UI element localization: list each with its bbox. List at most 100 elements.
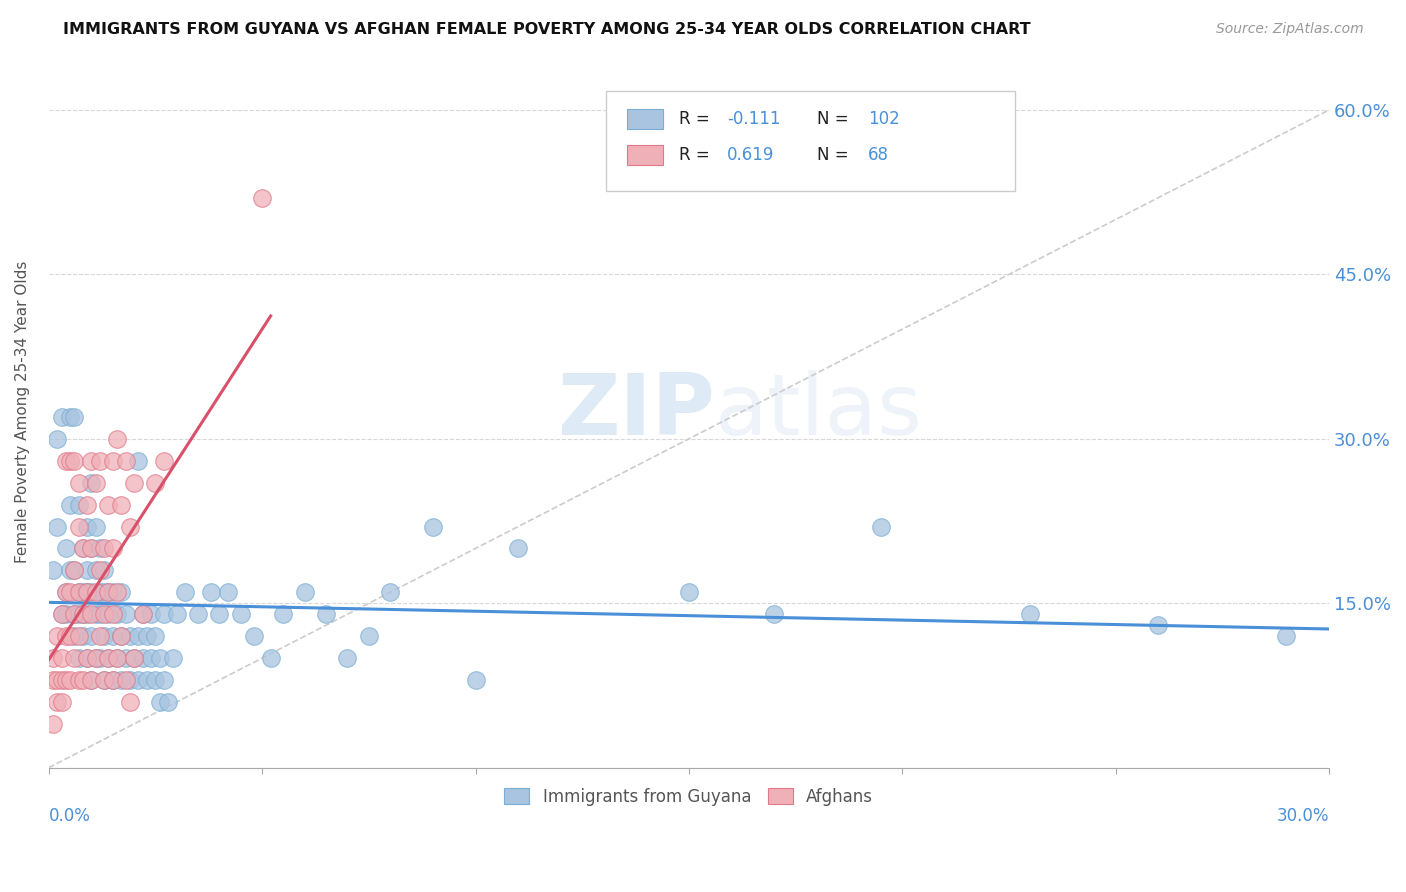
Point [101, 673, 124, 687]
Point [1275, 629, 1298, 643]
Point [105, 585, 128, 599]
Point [118, 695, 141, 709]
Point [250, 191, 273, 205]
Point [67, 607, 90, 622]
Point [135, 673, 157, 687]
Point [89, 563, 111, 577]
Point [229, 607, 252, 622]
Text: R =: R = [679, 111, 714, 128]
Point [72, 629, 94, 643]
Point [84, 651, 107, 665]
Point [55, 673, 77, 687]
Point [42, 563, 65, 577]
Point [153, 607, 176, 622]
Point [63, 563, 86, 577]
Point [122, 651, 145, 665]
Point [67, 498, 90, 512]
Point [80, 541, 103, 556]
Point [55, 629, 77, 643]
Point [55, 585, 77, 599]
Point [93, 607, 115, 622]
Point [110, 629, 132, 643]
Point [63, 409, 86, 424]
FancyBboxPatch shape [606, 91, 1015, 191]
Point [101, 454, 124, 468]
Point [84, 607, 107, 622]
Point [101, 585, 124, 599]
Point [93, 563, 115, 577]
Point [378, 585, 401, 599]
Point [46, 519, 69, 533]
Point [174, 585, 197, 599]
Point [76, 563, 98, 577]
Text: ZIP: ZIP [557, 370, 714, 453]
Point [135, 629, 157, 643]
Text: -0.111: -0.111 [727, 111, 780, 128]
Point [84, 475, 107, 490]
Point [93, 673, 115, 687]
Point [101, 673, 124, 687]
Point [59, 498, 82, 512]
Point [72, 541, 94, 556]
Point [114, 673, 136, 687]
Point [59, 673, 82, 687]
Point [217, 585, 239, 599]
Point [51, 651, 73, 665]
Point [114, 607, 136, 622]
Point [122, 475, 145, 490]
Point [1147, 618, 1170, 632]
Point [67, 585, 90, 599]
Point [127, 673, 149, 687]
Point [145, 629, 167, 643]
Point [51, 607, 73, 622]
Point [870, 519, 893, 533]
Point [59, 454, 82, 468]
Point [84, 651, 107, 665]
Point [464, 673, 486, 687]
Point [59, 409, 82, 424]
Text: 68: 68 [868, 146, 889, 164]
Text: Source: ZipAtlas.com: Source: ZipAtlas.com [1216, 22, 1364, 37]
Point [141, 607, 163, 622]
Point [105, 651, 128, 665]
Point [72, 541, 94, 556]
Point [110, 629, 132, 643]
Point [101, 607, 124, 622]
Point [84, 563, 107, 577]
Point [55, 541, 77, 556]
Point [59, 563, 82, 577]
Point [67, 629, 90, 643]
Text: atlas: atlas [714, 370, 922, 453]
Point [114, 651, 136, 665]
Point [67, 585, 90, 599]
Point [72, 585, 94, 599]
Text: IMMIGRANTS FROM GUYANA VS AFGHAN FEMALE POVERTY AMONG 25-34 YEAR OLDS CORRELATIO: IMMIGRANTS FROM GUYANA VS AFGHAN FEMALE … [63, 22, 1031, 37]
Point [67, 673, 90, 687]
Point [149, 651, 172, 665]
Point [46, 432, 69, 446]
Point [51, 409, 73, 424]
Point [97, 585, 120, 599]
Text: 0.0%: 0.0% [49, 807, 90, 825]
Point [110, 498, 132, 512]
Point [67, 475, 90, 490]
Point [141, 651, 163, 665]
Point [42, 716, 65, 731]
Point [51, 607, 73, 622]
Point [157, 695, 180, 709]
Point [131, 607, 153, 622]
Point [242, 629, 264, 643]
Point [260, 651, 283, 665]
Point [89, 454, 111, 468]
Point [76, 585, 98, 599]
Point [105, 432, 128, 446]
Point [97, 585, 120, 599]
Point [145, 475, 167, 490]
Point [80, 475, 103, 490]
Point [294, 585, 316, 599]
Point [89, 651, 111, 665]
Point [80, 629, 103, 643]
Point [93, 673, 115, 687]
Point [101, 541, 124, 556]
Point [131, 651, 153, 665]
